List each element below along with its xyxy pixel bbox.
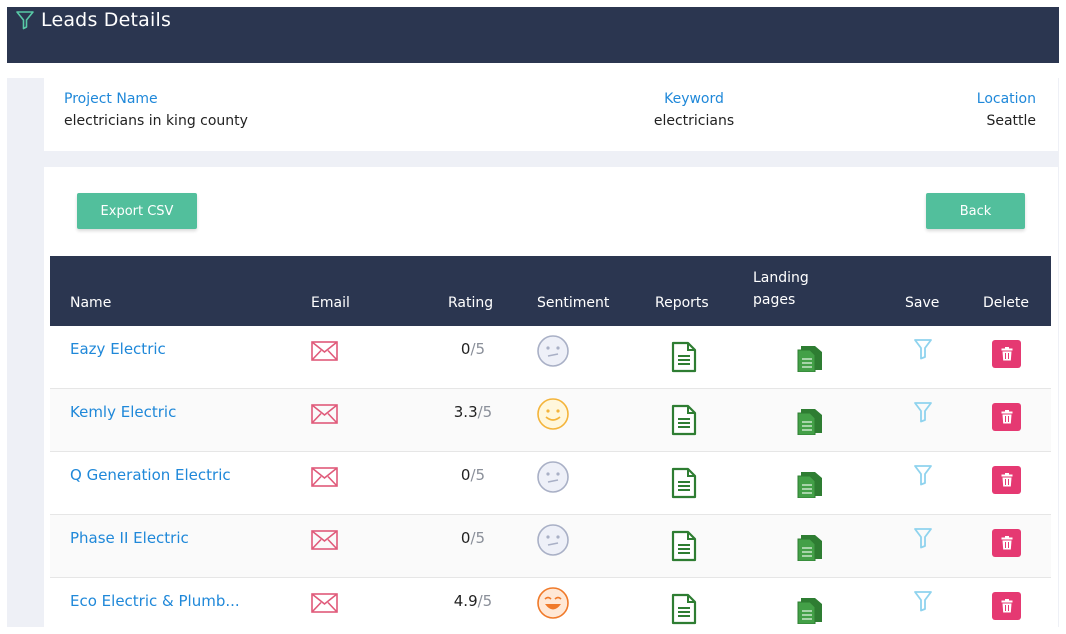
column-header-sentiment[interactable]: Sentiment [537, 295, 610, 311]
rating-score: 0 [460, 340, 471, 358]
leads-card: Export CSV Back Name Email Rating Sentim… [44, 167, 1058, 627]
save-filter-icon[interactable] [913, 401, 933, 423]
email-icon[interactable] [311, 404, 338, 424]
delete-button[interactable] [992, 403, 1021, 431]
project-info-panel: Project Name electricians in king county… [44, 78, 1058, 151]
delete-button[interactable] [992, 529, 1021, 557]
export-csv-button[interactable]: Export CSV [77, 193, 197, 229]
rating-score: 3.3 [453, 403, 478, 421]
landing-pages-icon[interactable] [796, 530, 824, 562]
report-document-icon[interactable] [670, 467, 698, 499]
rating-score: 0 [460, 529, 471, 547]
lead-name-link[interactable]: Q Generation Electric [70, 466, 231, 484]
rating-value: 0/5 [428, 466, 518, 484]
delete-button[interactable] [992, 466, 1021, 494]
report-document-icon[interactable] [670, 593, 698, 625]
column-header-name[interactable]: Name [70, 295, 112, 311]
project-name-value: electricians in king county [64, 113, 248, 129]
rating-value: 4.9/5 [428, 592, 518, 610]
column-header-reports[interactable]: Reports [655, 295, 709, 311]
landing-pages-icon[interactable] [796, 341, 824, 373]
report-document-icon[interactable] [670, 530, 698, 562]
trash-icon [1001, 347, 1013, 361]
lead-name-link[interactable]: Phase II Electric [70, 529, 189, 547]
column-header-delete[interactable]: Delete [983, 295, 1029, 311]
sentiment-neutral-icon [534, 521, 572, 559]
rating-score: 0 [460, 466, 471, 484]
page-header: Leads Details [7, 7, 1059, 63]
rating-value: 0/5 [428, 529, 518, 547]
report-document-icon[interactable] [670, 341, 698, 373]
table-header: Name Email Rating Sentiment Reports Land… [50, 256, 1051, 326]
filter-icon [16, 11, 34, 30]
save-filter-icon[interactable] [913, 527, 933, 549]
column-header-landing-pages[interactable]: Landing pages [753, 267, 809, 311]
email-icon[interactable] [311, 530, 338, 550]
trash-icon [1001, 410, 1013, 424]
email-icon[interactable] [311, 341, 338, 361]
column-header-save[interactable]: Save [905, 295, 940, 311]
sentiment-very-happy-icon [534, 584, 572, 622]
rating-score: 4.9 [453, 592, 478, 610]
lead-name-link[interactable]: Eco Electric & Plumb... [70, 592, 240, 610]
sentiment-happy-icon [534, 395, 572, 433]
lead-name-link[interactable]: Kemly Electric [70, 403, 177, 421]
keyword-label: Keyword [664, 91, 724, 107]
email-icon[interactable] [311, 467, 338, 487]
rating-out-of: /5 [477, 592, 493, 610]
trash-icon [1001, 536, 1013, 550]
table-row: Q Generation Electric 0/5 [50, 452, 1051, 515]
report-document-icon[interactable] [670, 404, 698, 436]
sentiment-neutral-icon [534, 458, 572, 496]
rating-out-of: /5 [470, 529, 486, 547]
keyword-value: electricians [653, 113, 735, 129]
column-header-email[interactable]: Email [311, 295, 350, 311]
location-value: Seattle [986, 113, 1036, 129]
table-row: Eazy Electric 0/5 [50, 326, 1051, 389]
table-row: Kemly Electric 3.3/5 [50, 389, 1051, 452]
email-icon[interactable] [311, 593, 338, 613]
back-button[interactable]: Back [926, 193, 1025, 229]
column-header-rating[interactable]: Rating [448, 295, 494, 311]
save-filter-icon[interactable] [913, 338, 933, 360]
page-title: Leads Details [41, 9, 172, 31]
rating-value: 3.3/5 [428, 403, 518, 421]
table-row: Phase II Electric 0/5 [50, 515, 1051, 578]
landing-header-line2: pages [753, 292, 796, 308]
save-filter-icon[interactable] [913, 590, 933, 612]
trash-icon [1001, 473, 1013, 487]
landing-pages-icon[interactable] [796, 467, 824, 499]
sentiment-neutral-icon [534, 332, 572, 370]
landing-header-line1: Landing [753, 270, 809, 286]
table-row: Eco Electric & Plumb... 4.9/5 [50, 578, 1051, 627]
save-filter-icon[interactable] [913, 464, 933, 486]
trash-icon [1001, 599, 1013, 613]
rating-out-of: /5 [477, 403, 493, 421]
delete-button[interactable] [992, 340, 1021, 368]
rating-value: 0/5 [428, 340, 518, 358]
delete-button[interactable] [992, 592, 1021, 620]
rating-out-of: /5 [470, 466, 486, 484]
landing-pages-icon[interactable] [796, 593, 824, 625]
landing-pages-icon[interactable] [796, 404, 824, 436]
location-label: Location [976, 91, 1036, 107]
rating-out-of: /5 [470, 340, 486, 358]
lead-name-link[interactable]: Eazy Electric [70, 340, 166, 358]
project-name-label: Project Name [64, 91, 158, 107]
